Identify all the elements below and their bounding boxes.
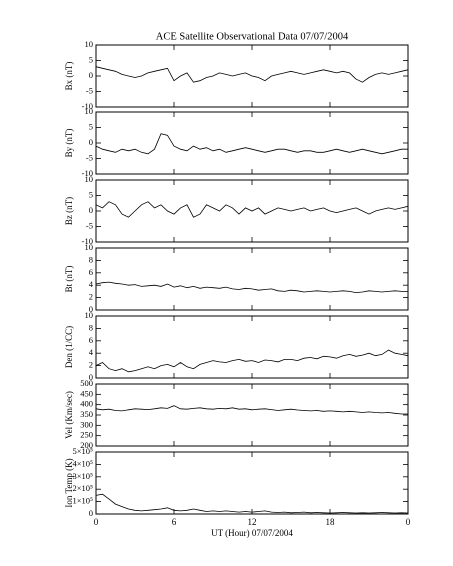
y-axis-label: Bt (nT) bbox=[64, 266, 74, 293]
y-axis-label: Ion Temp (K) bbox=[64, 458, 74, 507]
data-line bbox=[95, 133, 408, 155]
y-tick-label: -10 bbox=[82, 236, 93, 246]
y-axis-label: By (nT) bbox=[64, 129, 74, 158]
y-tick-label: -10 bbox=[82, 101, 93, 111]
panel-frame bbox=[95, 247, 409, 311]
y-tick-label: 350 bbox=[80, 409, 93, 419]
y-tick-label: 4 bbox=[89, 347, 94, 357]
x-tick-label: 0 bbox=[94, 517, 99, 527]
data-line bbox=[95, 349, 409, 373]
y-tick-label: 10 bbox=[85, 242, 94, 252]
y-tick-label: 250 bbox=[80, 430, 93, 440]
y-tick-label: 10 bbox=[85, 39, 94, 49]
y-axis-label: Den (1/CC) bbox=[64, 326, 74, 368]
y-tick-label: 3×10⁵ bbox=[72, 471, 93, 481]
y-tick-label: 0 bbox=[89, 137, 93, 147]
y-tick-label: 10 bbox=[85, 310, 94, 320]
data-line bbox=[95, 405, 408, 415]
y-tick-label: 6 bbox=[89, 267, 93, 277]
y-tick-label: 2 bbox=[89, 360, 93, 370]
y-tick-label: 450 bbox=[80, 388, 93, 398]
y-tick-label: -5 bbox=[86, 152, 93, 162]
y-tick-label: 0 bbox=[89, 304, 93, 314]
y-tick-label: 8 bbox=[89, 254, 93, 264]
y-tick-label: 5 bbox=[89, 54, 93, 64]
y-tick-label: 1×10⁵ bbox=[72, 496, 93, 506]
y-tick-label: 500 bbox=[80, 378, 93, 388]
y-tick-label: 200 bbox=[80, 440, 93, 450]
y-tick-label: 5 bbox=[89, 189, 93, 199]
y-tick-label: 5 bbox=[89, 121, 93, 131]
panel-frame bbox=[95, 383, 409, 447]
y-tick-label: 400 bbox=[80, 399, 93, 409]
y-tick-label: 6 bbox=[89, 335, 93, 345]
y-tick-label: -5 bbox=[86, 85, 93, 95]
y-axis-label: Bx (nT) bbox=[64, 62, 74, 91]
y-tick-label: 8 bbox=[89, 322, 93, 332]
x-tick-label: 18 bbox=[326, 517, 336, 527]
y-axis-label: Bz (nT) bbox=[64, 197, 74, 225]
y-axis-label: Vel (Km/sec) bbox=[64, 391, 74, 439]
y-tick-label: 300 bbox=[80, 419, 93, 429]
y-tick-label: -10 bbox=[82, 168, 93, 178]
y-tick-label: 2×10⁵ bbox=[72, 483, 93, 493]
data-line bbox=[95, 493, 409, 514]
panel-frame bbox=[95, 451, 409, 515]
y-tick-label: 0 bbox=[89, 508, 93, 518]
y-tick-label: 0 bbox=[89, 205, 93, 215]
x-tick-label: 0 bbox=[406, 517, 411, 527]
y-tick-label: -5 bbox=[86, 220, 93, 230]
y-tick-label: 0 bbox=[89, 70, 93, 80]
data-line bbox=[95, 201, 409, 218]
y-tick-label: 5×10⁵ bbox=[72, 446, 93, 456]
y-tick-label: 4 bbox=[89, 279, 94, 289]
y-tick-label: 10 bbox=[85, 106, 94, 116]
panel-frame bbox=[95, 111, 409, 175]
data-line bbox=[95, 66, 409, 83]
x-tick-label: 6 bbox=[172, 517, 177, 527]
data-line bbox=[95, 281, 408, 294]
x-axis-label: UT (Hour) 07/07/2004 bbox=[211, 528, 293, 538]
y-tick-label: 10 bbox=[85, 174, 94, 184]
chart-title: ACE Satellite Observational Data 07/07/2… bbox=[156, 31, 349, 42]
y-tick-label: 4×10⁵ bbox=[72, 458, 93, 468]
x-tick-label: 12 bbox=[248, 517, 257, 527]
y-tick-label: 2 bbox=[89, 292, 93, 302]
y-tick-label: 0 bbox=[89, 372, 93, 382]
